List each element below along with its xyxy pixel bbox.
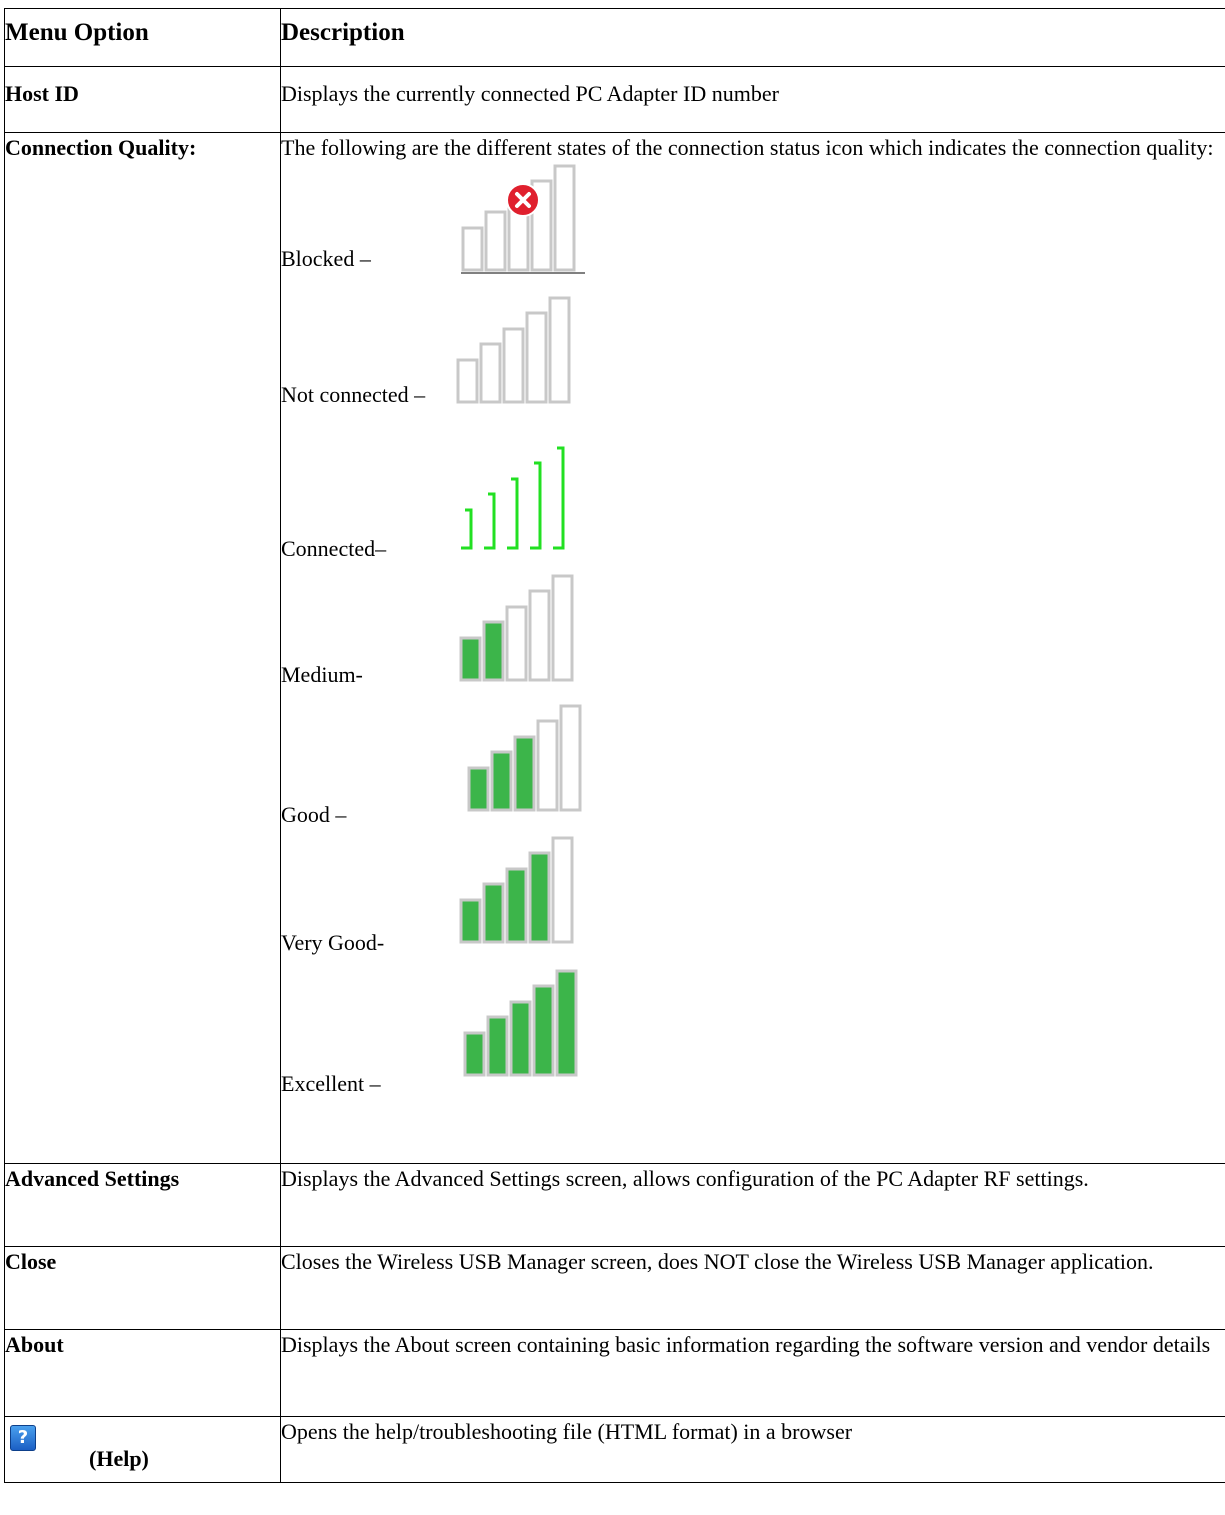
connection-state-not-connected: Not connected –	[281, 294, 881, 434]
signal-very-good-icon	[459, 836, 574, 944]
connection-quality-intro: The following are the different states o…	[281, 135, 1214, 160]
signal-bar	[505, 867, 528, 944]
signal-not-connected-icon	[456, 296, 571, 404]
signal-bar	[528, 851, 551, 944]
signal-good-icon	[467, 704, 582, 812]
signal-bar	[482, 620, 505, 682]
table-row-close: Close Closes the Wireless USB Manager sc…	[4, 1246, 1225, 1330]
signal-bar	[551, 574, 574, 682]
connection-state-label: Connected–	[281, 536, 387, 561]
signal-bar	[553, 446, 565, 550]
menu-options-table: Menu Option Description Host ID Displays…	[4, 8, 1225, 1483]
description-connection-quality: The following are the different states o…	[280, 132, 1225, 1164]
signal-bar	[461, 508, 473, 550]
signal-bar	[484, 210, 507, 272]
description-close: Closes the Wireless USB Manager screen, …	[280, 1246, 1225, 1330]
signal-bar	[553, 164, 576, 272]
help-icon[interactable]: ?	[10, 1425, 36, 1451]
signal-bar	[525, 311, 548, 404]
connection-state-medium: Medium-	[281, 572, 881, 712]
connection-state-label: Very Good-	[281, 930, 385, 955]
signal-bar	[509, 1000, 532, 1077]
signal-medium-icon	[459, 574, 574, 682]
connection-state-label: Excellent –	[281, 1071, 381, 1096]
connection-state-label: Good –	[281, 802, 347, 827]
signal-bar	[528, 589, 551, 682]
table-row-host-id: Host ID Displays the currently connected…	[4, 66, 1225, 133]
table-row-help: ? (Help) Opens the help/troubleshooting …	[4, 1416, 1225, 1483]
description-advanced-settings: Displays the Advanced Settings screen, a…	[280, 1163, 1225, 1247]
option-advanced-settings: Advanced Settings	[4, 1163, 281, 1247]
signal-excellent-icon	[463, 969, 578, 1077]
signal-bar	[482, 882, 505, 944]
signal-bar	[461, 226, 484, 272]
blocked-x-icon	[506, 183, 540, 217]
signal-bar	[536, 719, 559, 812]
signal-bar	[505, 605, 528, 682]
option-close: Close	[4, 1246, 281, 1330]
option-connection-quality: Connection Quality:	[4, 132, 281, 1164]
signal-bar	[486, 1015, 509, 1077]
connection-state-label: Not connected –	[281, 382, 426, 407]
signal-bar	[551, 836, 574, 944]
header-description: Description	[280, 8, 1225, 67]
signal-blocked-icon	[461, 164, 585, 274]
signal-bar	[555, 969, 578, 1077]
description-host-id: Displays the currently connected PC Adap…	[280, 66, 1225, 133]
signal-bar	[459, 636, 482, 682]
table-row-connection-quality: Connection Quality: The following are th…	[4, 132, 1225, 1164]
signal-bar	[530, 461, 542, 550]
signal-bar	[490, 750, 513, 812]
signal-bar	[507, 477, 519, 550]
connection-state-connected: Connected–	[281, 442, 881, 582]
signal-bar	[467, 766, 490, 812]
option-about: About	[4, 1329, 281, 1417]
connection-state-good: Good –	[281, 702, 881, 842]
option-help: (Help)	[89, 1446, 149, 1471]
connection-state-very-good: Very Good-	[281, 834, 881, 974]
header-menu-option: Menu Option	[4, 8, 281, 67]
connection-state-label: Blocked –	[281, 246, 371, 271]
signal-bar	[513, 735, 536, 812]
connection-state-excellent: Excellent –	[281, 967, 881, 1107]
table-row-about: About Displays the About screen containi…	[4, 1329, 1225, 1417]
signal-bar	[559, 704, 582, 812]
signal-bar	[456, 358, 479, 404]
signal-connected-icon	[461, 446, 565, 550]
description-help: Opens the help/troubleshooting file (HTM…	[280, 1416, 1225, 1483]
signal-bar	[459, 898, 482, 944]
connection-states-list: Blocked – Not connected – Connected– Medium…	[281, 162, 1225, 1132]
description-about: Displays the About screen containing bas…	[280, 1329, 1225, 1417]
signal-bar	[484, 492, 496, 550]
option-help-cell: ? (Help)	[4, 1416, 281, 1483]
table-row-advanced-settings: Advanced Settings Displays the Advanced …	[4, 1163, 1225, 1247]
option-host-id: Host ID	[4, 66, 281, 133]
signal-bar	[548, 296, 571, 404]
table-header-row: Menu Option Description	[4, 8, 1225, 67]
signal-bar	[479, 342, 502, 404]
signal-bar	[502, 327, 525, 404]
connection-state-label: Medium-	[281, 662, 363, 687]
signal-bar	[463, 1031, 486, 1077]
connection-state-blocked: Blocked –	[281, 162, 881, 302]
signal-bar	[532, 984, 555, 1077]
